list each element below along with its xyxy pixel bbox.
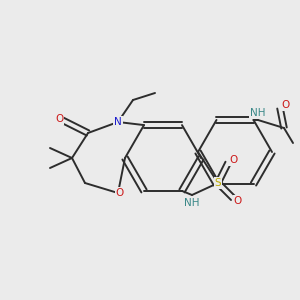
Text: O: O	[281, 100, 289, 110]
Text: O: O	[55, 114, 63, 124]
Text: O: O	[234, 196, 242, 206]
Text: S: S	[215, 178, 221, 188]
Text: O: O	[116, 188, 124, 198]
Text: NH: NH	[184, 198, 200, 208]
Text: N: N	[114, 117, 122, 127]
Text: O: O	[229, 155, 237, 165]
Text: NH: NH	[250, 108, 266, 118]
